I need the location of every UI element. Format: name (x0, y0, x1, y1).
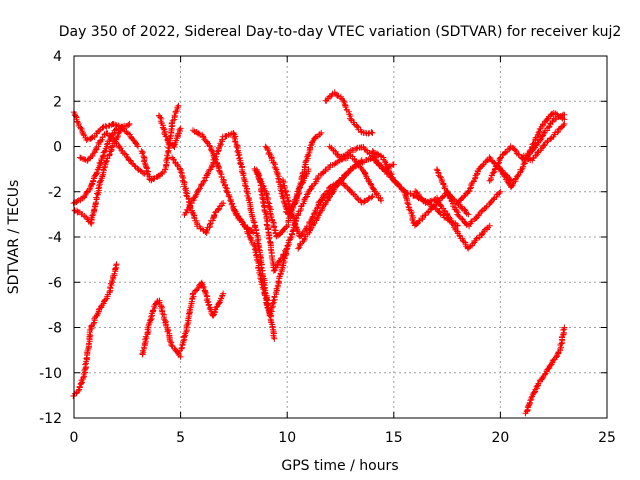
series-trace-27 (486, 120, 568, 184)
x-tick-label: 20 (491, 430, 509, 446)
data-point-markers (155, 112, 184, 150)
series-trace-25 (433, 166, 504, 230)
series-trace-28 (497, 109, 568, 191)
x-tick-label: 25 (598, 430, 616, 446)
y-axis-label: SDTVAR / TECUs (6, 180, 22, 295)
y-tick-label: -2 (48, 185, 62, 201)
data-point-markers (412, 188, 493, 252)
data-point-markers (322, 89, 376, 137)
series-trace-5 (77, 130, 148, 177)
series-trace-9 (177, 279, 227, 354)
data-point-markers (177, 279, 227, 354)
x-tick-labels: 0 5 10 15 20 25 (70, 430, 616, 446)
data-point-markers (262, 129, 325, 217)
x-tick-label: 10 (278, 430, 296, 446)
y-tick-label: 4 (53, 49, 62, 65)
data-point-markers (433, 166, 504, 230)
x-tick-label: 15 (385, 430, 403, 446)
series-trace-16 (262, 129, 325, 217)
data-point-markers (70, 261, 120, 399)
data-point-markers (486, 120, 568, 184)
y-tick-label: -10 (39, 366, 62, 382)
series-trace-30 (522, 324, 568, 417)
series-trace-6 (139, 297, 184, 360)
y-tick-label: 2 (53, 94, 62, 110)
x-axis-label: GPS time / hours (281, 458, 398, 474)
series-trace-29 (519, 111, 568, 162)
data-point-markers (295, 157, 365, 252)
data-point-markers (522, 324, 568, 417)
plot-border (73, 55, 608, 419)
y-tick-labels: -12 -10 -8 -6 -4 -2 0 2 4 (39, 49, 62, 427)
data-point-markers (231, 206, 291, 319)
data-point-markers (316, 177, 376, 206)
data-points (70, 89, 568, 417)
y-tick-label: -12 (39, 411, 62, 427)
series-trace-8 (155, 112, 184, 150)
series-trace-18 (295, 157, 365, 252)
series-trace-24 (412, 188, 493, 252)
data-point-markers (71, 120, 133, 227)
y-tick-label: -6 (48, 275, 62, 291)
series-trace-19 (316, 177, 376, 206)
chart-title: Day 350 of 2022, Sidereal Day-to-day VTE… (59, 24, 622, 40)
series-trace-13 (231, 206, 291, 319)
data-point-markers (497, 109, 568, 191)
data-point-markers (253, 151, 384, 274)
data-point-markers (519, 111, 568, 162)
x-tick-label: 5 (176, 430, 185, 446)
y-tick-label: -8 (48, 321, 62, 337)
data-point-markers (139, 297, 184, 360)
data-point-markers (77, 130, 148, 177)
series-trace-1 (70, 261, 120, 399)
x-tick-label: 0 (70, 430, 79, 446)
series-trace-15 (253, 151, 384, 274)
series-trace-3 (71, 120, 133, 227)
series-trace-20 (322, 89, 376, 137)
y-tick-label: 0 (53, 140, 62, 156)
y-tick-label: -4 (48, 230, 62, 246)
